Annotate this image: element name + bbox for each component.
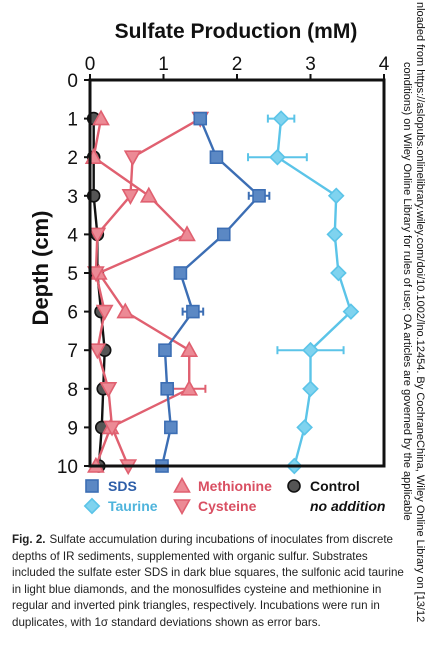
point-cysteine (99, 381, 118, 398)
legend-label-methionine: Methionine (198, 478, 272, 494)
y-tick-label: 6 (67, 303, 78, 324)
y-tick-labels: 0 1 2 3 4 5 6 7 8 9 10 (57, 71, 90, 478)
legend-item-control: Control (287, 478, 360, 494)
figure-label: Fig. 2. (12, 533, 46, 546)
legend-label-taurine: Taurine (108, 498, 158, 514)
point-methionine (180, 379, 199, 396)
sulfate-depth-chart: Sulfate Production (mM) Depth (cm) 0 1 2 3 4… (28, 20, 390, 516)
x-tick-label: 2 (232, 54, 243, 75)
legend: SDS Taurine Methionine Cysteine Control no ad… (83, 476, 385, 516)
legend-item-no-addition: no addition (310, 498, 385, 514)
legend-label-cysteine: Cysteine (198, 498, 257, 514)
point-taurine (296, 419, 313, 436)
point-cysteine (103, 420, 121, 437)
data-series (84, 109, 360, 476)
x-tick-labels: 0 1 2 3 4 (85, 54, 390, 80)
series-sds (155, 111, 271, 473)
x-tick-label: 4 (379, 54, 390, 75)
x-axis-title: Sulfate Production (mM) (115, 20, 358, 43)
x-tick-label: 0 (85, 54, 96, 75)
point-cysteine (87, 266, 105, 283)
y-tick-label: 8 (67, 380, 78, 401)
point-methionine (180, 341, 199, 358)
point-methionine (178, 225, 196, 242)
legend-item-taurine: Taurine (83, 497, 158, 515)
point-methionine (139, 186, 158, 203)
point-taurine (302, 380, 319, 398)
point-sds (193, 111, 208, 126)
point-sds (158, 343, 172, 358)
series-line-cysteine (94, 117, 201, 467)
x-tick-label: 3 (305, 54, 316, 75)
watermark-line-1: nloaded from https://aslopubs.onlinelibr… (414, 2, 426, 623)
point-taurine (327, 187, 345, 205)
y-tick-label: 0 (67, 71, 78, 92)
legend-item-cysteine: Cysteine (173, 498, 257, 516)
point-taurine (330, 264, 347, 282)
point-methionine (116, 302, 135, 319)
point-taurine (326, 226, 344, 243)
point-sds (209, 150, 224, 164)
x-tick-label: 1 (158, 54, 169, 75)
legend-item-methionine: Methionine (173, 476, 272, 494)
y-tick-label: 1 (67, 110, 78, 131)
legend-label-sds: SDS (108, 478, 137, 494)
plot-frame (88, 78, 386, 468)
point-sds (160, 381, 174, 396)
point-sds (216, 227, 231, 242)
y-tick-label: 4 (67, 225, 78, 246)
caption-text: Sulfate accumulation during incubations … (12, 533, 404, 629)
y-tick-label: 3 (67, 187, 78, 208)
point-sds (173, 266, 188, 280)
point-sds (164, 420, 178, 435)
y-tick-label: 5 (67, 264, 78, 285)
legend-marker-taurine (83, 497, 101, 515)
y-axis-title: Depth (cm) (28, 211, 53, 326)
legend-marker-methionine (173, 476, 191, 493)
series-line-methionine (92, 118, 191, 467)
point-sds (186, 304, 200, 319)
point-cysteine (88, 343, 107, 360)
y-tick-label: 10 (57, 457, 78, 478)
point-sds (252, 189, 266, 203)
legend-item-sds: SDS (85, 478, 137, 494)
series-line-sds (160, 118, 261, 467)
legend-marker-sds (85, 479, 99, 493)
legend-marker-control (287, 479, 301, 493)
point-cysteine (123, 150, 142, 167)
figure-caption: Fig. 2. Sulfate accumulation during incub… (12, 532, 412, 632)
point-cysteine (88, 227, 107, 244)
y-tick-label: 9 (67, 418, 78, 439)
legend-label-control: Control (310, 478, 360, 494)
point-cysteine (121, 189, 140, 205)
legend-label-no-addition: no addition (310, 498, 385, 514)
series-taurine (247, 110, 360, 475)
y-tick-label: 2 (67, 148, 78, 169)
point-methionine (92, 109, 110, 126)
legend-marker-cysteine (173, 499, 191, 516)
point-cysteine (95, 304, 114, 321)
y-tick-label: 7 (67, 341, 78, 362)
watermark-line-2: conditions) on Wiley Online Library for … (401, 62, 413, 521)
point-taurine (269, 148, 286, 166)
point-taurine (342, 303, 360, 320)
point-taurine (272, 110, 290, 127)
point-taurine (302, 341, 319, 359)
series-line-taurine (276, 118, 353, 467)
download-watermark: nloaded from https://aslopubs.onlinelibr… (396, 2, 426, 642)
